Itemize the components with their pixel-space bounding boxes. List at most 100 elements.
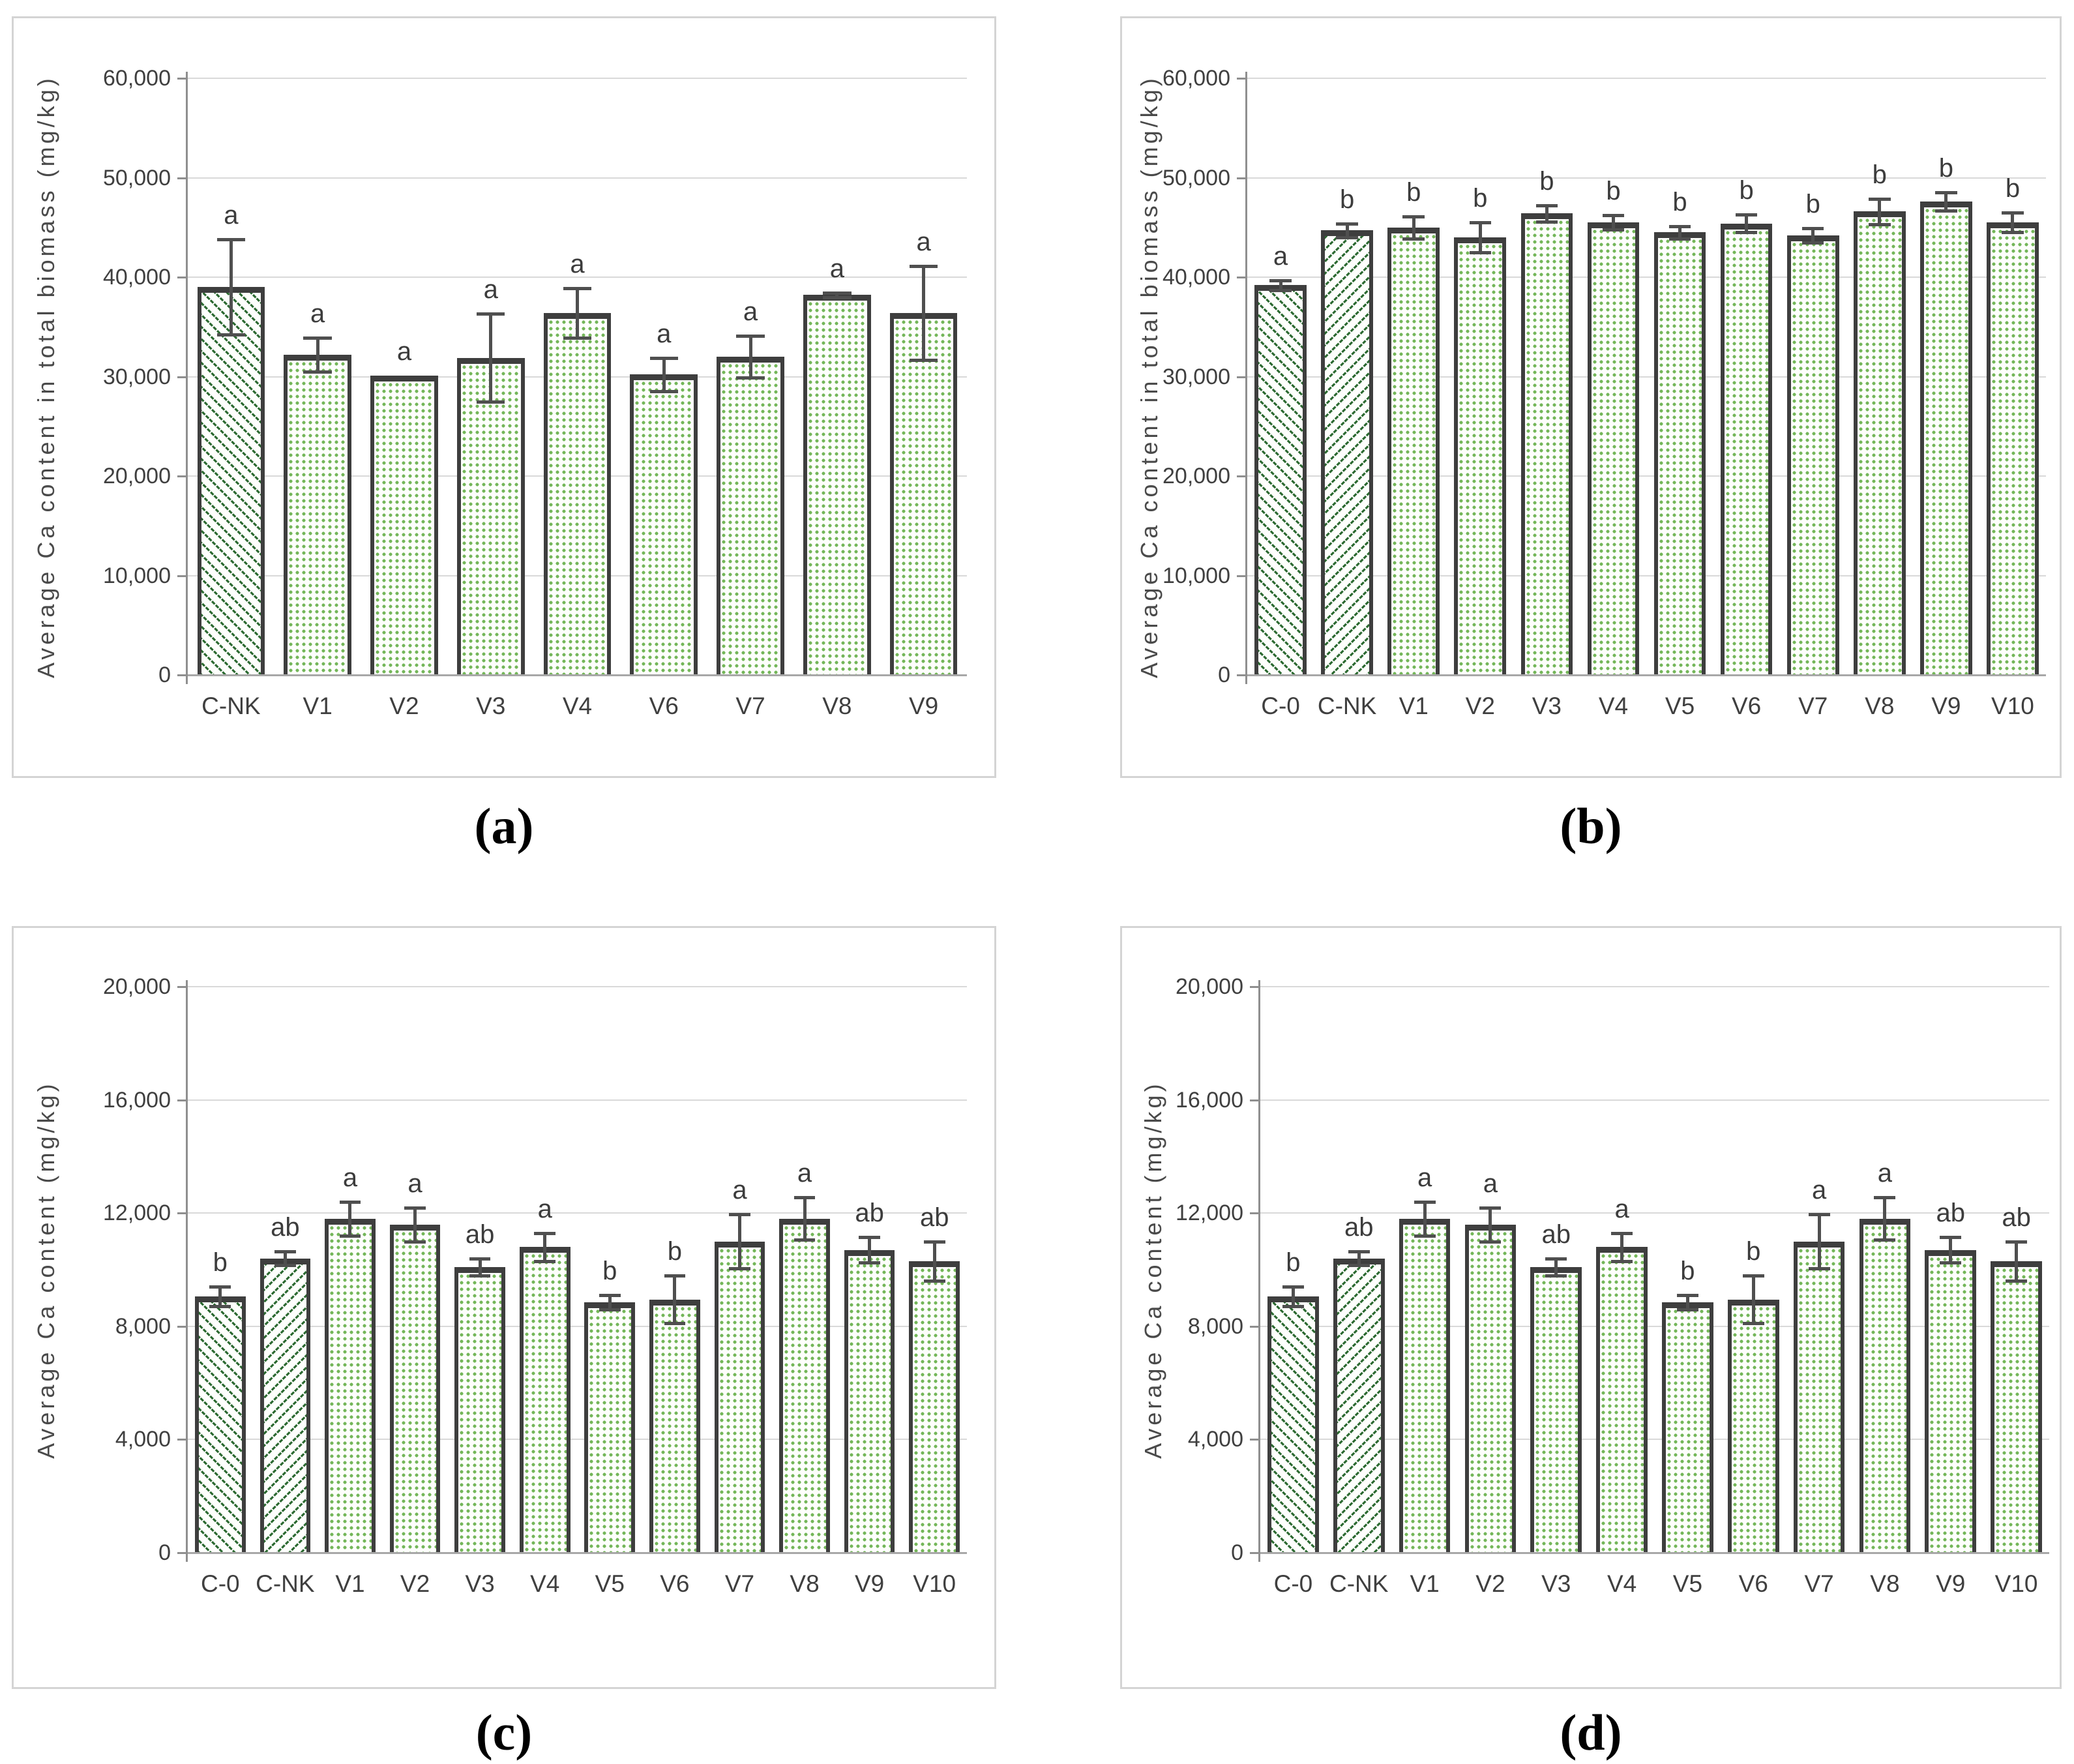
y-tick-label-8000: 8,000 xyxy=(1187,1313,1243,1339)
bar-V6 xyxy=(1727,1299,1779,1554)
sig-letter-V10: ab xyxy=(919,1203,949,1232)
chart-c: Average Ca content (mg/kg) 0 4,000 8,000 12,… xyxy=(14,928,994,1687)
sig-letter-V6: a xyxy=(657,319,672,348)
error-cap-top-V2 xyxy=(404,1206,426,1210)
bar-V5 xyxy=(1653,232,1706,676)
caption-c: (c) xyxy=(475,1704,533,1761)
bar-V6 xyxy=(1720,223,1773,676)
error-cap-bottom-C-NK xyxy=(216,333,246,337)
x-label-V3: V3 xyxy=(465,1570,495,1597)
error-cap-top-V1 xyxy=(1414,1200,1436,1204)
sig-letter-V9: a xyxy=(916,228,931,257)
error-cap-bottom-C-0 xyxy=(209,1305,231,1309)
y-tick-label-20000: 20,000 xyxy=(1163,464,1230,488)
x-label-C-NK: C-NK xyxy=(1317,693,1377,719)
bar-V6 xyxy=(649,1299,700,1554)
gridline-16000 xyxy=(1260,1099,2049,1101)
error-cap-top-C-NK xyxy=(274,1249,296,1253)
x-label-V8: V8 xyxy=(822,693,852,719)
gridline-20000 xyxy=(188,986,967,987)
x-label-V10: V10 xyxy=(913,1570,956,1597)
error-cap-top-V6 xyxy=(664,1274,686,1278)
error-bar-V9 xyxy=(868,1237,872,1263)
bar-V1 xyxy=(1399,1218,1451,1554)
error-cap-top-C-0 xyxy=(1269,278,1292,282)
error-bar-V9 xyxy=(1944,192,1948,211)
error-bar-V4 xyxy=(1611,215,1615,230)
sig-letter-V7: b xyxy=(1805,190,1820,219)
error-cap-bottom-V7 xyxy=(1808,1266,1830,1270)
x-label-C-NK: C-NK xyxy=(1329,1570,1389,1597)
sig-letter-V1: b xyxy=(1406,177,1421,207)
error-cap-top-V9 xyxy=(1935,191,1957,195)
x-label-V2: V2 xyxy=(1475,1570,1505,1597)
sig-letter-V4: a xyxy=(570,249,585,278)
error-bar-V8 xyxy=(1883,1197,1887,1240)
error-cap-bottom-V3 xyxy=(1545,1274,1567,1278)
bar-V4 xyxy=(1587,222,1640,676)
y-tick-label-60000: 60,000 xyxy=(103,66,171,91)
sig-letter-V10: ab xyxy=(2002,1203,2031,1232)
y-tick-label-4000: 4,000 xyxy=(115,1427,171,1452)
y-tick-label-20000: 20,000 xyxy=(103,464,171,488)
error-cap-top-V7 xyxy=(736,334,765,338)
sig-letter-V7: a xyxy=(743,297,758,326)
error-bar-V6 xyxy=(662,357,666,392)
x-label-V1: V1 xyxy=(335,1570,365,1597)
error-bar-V6 xyxy=(1751,1275,1755,1324)
error-cap-top-V9 xyxy=(909,265,938,269)
error-cap-top-V1 xyxy=(339,1200,361,1204)
sig-letter-V2: a xyxy=(1483,1169,1498,1198)
y-tickmark-60000 xyxy=(177,78,186,80)
y-tickmark-0 xyxy=(1250,1552,1259,1554)
bar-C-NK xyxy=(1321,230,1373,676)
y-tick-label-50000: 50,000 xyxy=(103,165,171,190)
sig-letter-V4: b xyxy=(1606,177,1621,206)
error-bar-V7 xyxy=(748,335,752,378)
bar-V1 xyxy=(284,354,351,676)
x-label-V6: V6 xyxy=(1738,1570,1768,1597)
y-tick-label-10000: 10,000 xyxy=(103,563,171,588)
gridline-40000 xyxy=(1247,277,2046,278)
chart-panel-b: Average Ca content in total biomass (mg/… xyxy=(1120,16,2062,778)
error-cap-top-C-NK xyxy=(216,238,246,242)
x-label-C-NK: C-NK xyxy=(201,693,261,719)
y-tick-label-10000: 10,000 xyxy=(1163,563,1230,588)
sig-letter-V5: b xyxy=(1672,188,1687,217)
error-cap-top-V6 xyxy=(1742,1274,1764,1278)
y-tick-label-0: 0 xyxy=(158,1540,171,1565)
error-cap-bottom-V7 xyxy=(736,376,765,380)
error-cap-bottom-V6 xyxy=(649,390,678,394)
sig-letter-C-0: b xyxy=(213,1248,228,1278)
error-cap-top-V2 xyxy=(1469,221,1491,225)
sig-letter-V3: ab xyxy=(1541,1219,1571,1249)
y-tickmark-4000 xyxy=(177,1439,186,1441)
error-bar-V7 xyxy=(737,1214,741,1268)
y-tick-label-16000: 16,000 xyxy=(103,1087,171,1113)
error-bar-C-0 xyxy=(1279,280,1282,290)
error-cap-bottom-V1 xyxy=(1402,237,1425,241)
x-label-V9: V9 xyxy=(1936,1570,1966,1597)
error-cap-bottom-V4 xyxy=(534,1259,556,1263)
bar-V3 xyxy=(1520,213,1573,676)
error-bar-V3 xyxy=(489,314,493,402)
error-bar-V3 xyxy=(1554,1258,1558,1276)
error-cap-bottom-C-NK xyxy=(274,1264,296,1268)
error-cap-bottom-V3 xyxy=(1535,220,1558,224)
error-cap-bottom-V8 xyxy=(793,1238,816,1242)
x-label-C-NK: C-NK xyxy=(256,1570,315,1597)
gridline-60000 xyxy=(188,78,967,79)
x-label-C-0: C-0 xyxy=(200,1570,240,1597)
x-label-V9: V9 xyxy=(854,1570,885,1597)
sig-letter-V4: a xyxy=(1614,1194,1629,1223)
bar-V10 xyxy=(1991,1261,2042,1554)
chart-panel-d: Average Ca content (mg/kg) 0 4,000 8,000 12,… xyxy=(1120,926,2062,1689)
sig-letter-V6: b xyxy=(1746,1236,1761,1266)
error-cap-bottom-V6 xyxy=(664,1322,686,1326)
error-cap-top-V4 xyxy=(563,286,592,290)
error-cap-bottom-V9 xyxy=(859,1261,880,1265)
bar-C-NK xyxy=(259,1258,311,1554)
error-cap-top-C-NK xyxy=(1336,222,1358,226)
x-label-V6: V6 xyxy=(660,1570,690,1597)
